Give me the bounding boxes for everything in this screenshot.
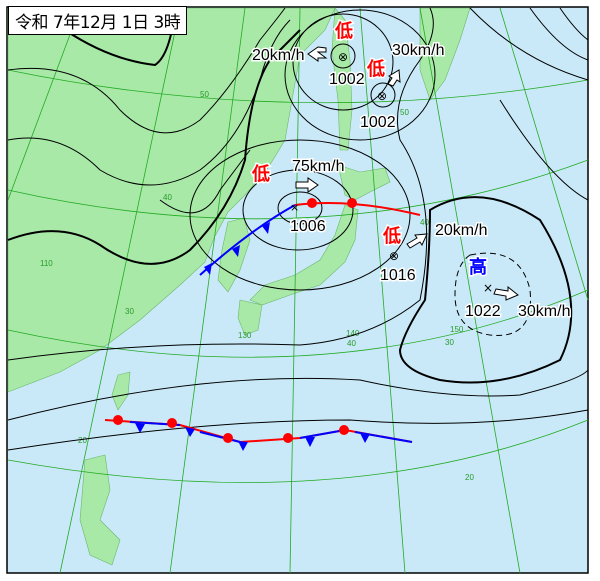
low-movement: 20km/h bbox=[252, 47, 304, 64]
low-pressure: 1002 bbox=[329, 71, 365, 88]
map-title: 令和 7年12月 1日 3時 bbox=[8, 6, 188, 35]
svg-text:20: 20 bbox=[465, 473, 474, 482]
svg-text:40: 40 bbox=[347, 339, 356, 348]
svg-text:40: 40 bbox=[420, 218, 429, 227]
isobars bbox=[7, 7, 589, 451]
svg-text:30: 30 bbox=[125, 307, 134, 316]
low-pressure: 1016 bbox=[380, 267, 416, 284]
movement-arrow-icon bbox=[307, 46, 328, 62]
low-center-mark: ⊗ bbox=[377, 89, 387, 103]
lat-lon-grid bbox=[7, 7, 589, 574]
low-pressure: 1002 bbox=[360, 114, 396, 131]
low-center-mark: ⊗ bbox=[389, 249, 399, 263]
low-center-mark: ⊗ bbox=[338, 50, 348, 64]
grid-labels: 50 50 40 40 40 30 30 20 20 110 130 140 1… bbox=[40, 90, 474, 482]
low-symbol: 低 bbox=[251, 163, 270, 185]
high-movement: 30km/h bbox=[518, 303, 570, 320]
low-center-mark: × bbox=[290, 201, 299, 214]
philippines bbox=[79, 454, 121, 566]
movement-arrow-icon bbox=[493, 285, 519, 301]
movement-arrow-icon bbox=[406, 233, 428, 249]
svg-text:140: 140 bbox=[346, 329, 360, 338]
pressure-centers: 低 ⊗ 1002 20km/h 低 ⊗ 1002 30km/h 低 × 1006… bbox=[250, 19, 572, 322]
svg-text:50: 50 bbox=[200, 90, 209, 99]
movement-arrow-icon bbox=[295, 177, 319, 193]
svg-text:50: 50 bbox=[400, 108, 409, 117]
high-pressure: 1022 bbox=[465, 303, 501, 320]
high-center-mark: × bbox=[483, 281, 493, 295]
high-symbol: 高 bbox=[469, 256, 487, 278]
kyushu bbox=[237, 299, 263, 336]
low-symbol: 低 bbox=[382, 225, 401, 247]
svg-text:20: 20 bbox=[78, 436, 87, 445]
fronts bbox=[104, 198, 421, 451]
low-movement: 20km/h bbox=[435, 222, 487, 239]
hokkaido bbox=[337, 164, 391, 201]
svg-text:30: 30 bbox=[445, 338, 454, 347]
low-pressure: 1006 bbox=[290, 218, 326, 235]
low-symbol: 低 bbox=[366, 58, 385, 80]
taiwan bbox=[111, 371, 131, 411]
svg-text:110: 110 bbox=[40, 259, 53, 268]
movement-arrow-icon bbox=[387, 69, 401, 87]
low-movement: 30km/h bbox=[392, 42, 444, 59]
low-movement: 75km/h bbox=[292, 158, 344, 175]
low-symbol: 低 bbox=[334, 20, 353, 42]
sakhalin bbox=[331, 7, 353, 151]
svg-text:40: 40 bbox=[163, 193, 172, 202]
svg-text:130: 130 bbox=[238, 331, 252, 340]
svg-text:150: 150 bbox=[450, 325, 464, 334]
